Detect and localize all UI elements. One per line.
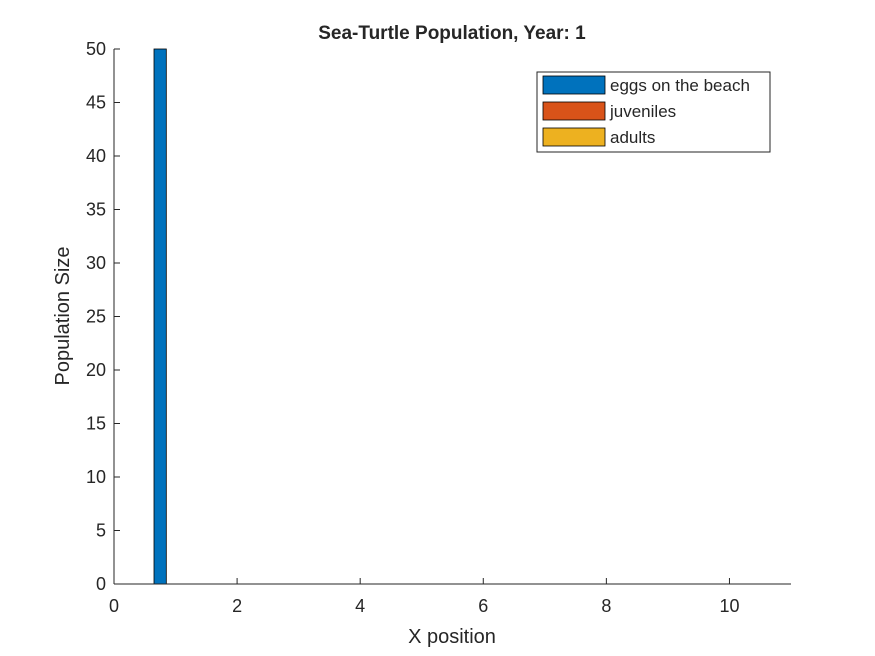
y-tick-label: 40 (86, 146, 106, 166)
x-tick-label: 10 (719, 596, 739, 616)
x-ticks: 0 2 4 6 8 10 (109, 578, 739, 616)
y-tick-label: 10 (86, 467, 106, 487)
bar-group (153, 48, 167, 585)
legend-label-juveniles: juveniles (609, 102, 676, 121)
legend-label-adults: adults (610, 128, 655, 147)
x-tick-label: 4 (355, 596, 365, 616)
y-tick-label: 5 (96, 521, 106, 541)
y-tick-label: 0 (96, 574, 106, 594)
y-tick-label: 20 (86, 360, 106, 380)
y-tick-label: 30 (86, 253, 106, 273)
legend-swatch-adults (542, 127, 606, 147)
x-tick-label: 6 (478, 596, 488, 616)
x-tick-label: 0 (109, 596, 119, 616)
legend-swatch-eggs-on-the-beach (542, 75, 606, 95)
y-tick-label: 50 (86, 39, 106, 59)
y-tick-label: 35 (86, 200, 106, 220)
x-axis-label: X position (408, 626, 496, 648)
y-tick-label: 45 (86, 93, 106, 113)
x-tick-label: 8 (601, 596, 611, 616)
x-tick-label: 2 (232, 596, 242, 616)
y-ticks: 0 5 10 15 20 25 30 35 40 45 50 (86, 39, 120, 594)
chart-title: Sea-Turtle Population, Year: 1 (318, 23, 586, 44)
legend-label-eggs-on-the-beach: eggs on the beach (610, 76, 750, 95)
y-tick-label: 15 (86, 414, 106, 434)
y-axis-label: Population Size (52, 247, 74, 386)
y-tick-label: 25 (86, 307, 106, 327)
bar-eggs-on-the-beach-0 (153, 48, 167, 585)
legend-swatch-juveniles (542, 101, 606, 121)
legend: eggs on the beach juveniles adults (536, 71, 771, 153)
